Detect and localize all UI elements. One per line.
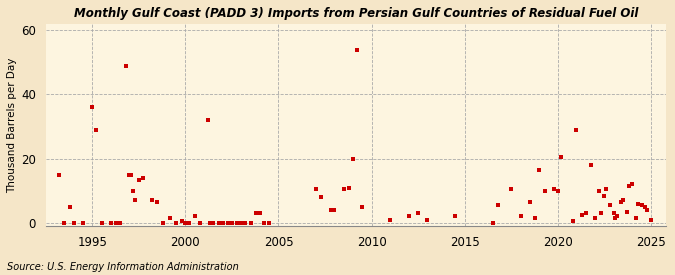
Point bbox=[422, 218, 433, 222]
Point bbox=[385, 218, 396, 222]
Point bbox=[128, 189, 138, 193]
Point bbox=[245, 221, 256, 225]
Point bbox=[329, 208, 340, 212]
Point bbox=[593, 189, 604, 193]
Point bbox=[621, 210, 632, 214]
Point bbox=[111, 221, 122, 225]
Point bbox=[506, 187, 516, 191]
Point bbox=[213, 221, 224, 225]
Point bbox=[608, 211, 619, 215]
Point bbox=[115, 221, 126, 225]
Title: Monthly Gulf Coast (PADD 3) Imports from Persian Gulf Countries of Residual Fuel: Monthly Gulf Coast (PADD 3) Imports from… bbox=[74, 7, 638, 20]
Point bbox=[90, 128, 101, 132]
Point bbox=[412, 211, 423, 215]
Point bbox=[612, 214, 623, 219]
Point bbox=[165, 216, 176, 220]
Point bbox=[515, 214, 526, 219]
Point bbox=[232, 221, 243, 225]
Point bbox=[530, 216, 541, 220]
Point bbox=[137, 176, 148, 180]
Point bbox=[351, 47, 362, 52]
Point bbox=[618, 198, 628, 203]
Point bbox=[556, 155, 567, 159]
Point bbox=[96, 221, 107, 225]
Point bbox=[195, 221, 206, 225]
Point bbox=[534, 168, 545, 172]
Point bbox=[204, 221, 215, 225]
Point bbox=[571, 128, 582, 132]
Point bbox=[627, 182, 638, 186]
Point bbox=[450, 214, 461, 219]
Point bbox=[130, 198, 140, 203]
Point bbox=[120, 64, 131, 68]
Point bbox=[539, 189, 550, 193]
Point bbox=[623, 184, 634, 188]
Point bbox=[586, 163, 597, 167]
Point bbox=[487, 221, 498, 225]
Point bbox=[599, 193, 610, 198]
Point bbox=[180, 221, 191, 225]
Point bbox=[184, 221, 194, 225]
Point bbox=[645, 218, 656, 222]
Point bbox=[176, 219, 187, 224]
Point bbox=[202, 118, 213, 122]
Point bbox=[567, 219, 578, 224]
Point bbox=[589, 216, 600, 220]
Y-axis label: Thousand Barrels per Day: Thousand Barrels per Day bbox=[7, 57, 17, 193]
Point bbox=[610, 216, 621, 220]
Point bbox=[642, 208, 653, 212]
Point bbox=[357, 205, 368, 209]
Point bbox=[580, 211, 591, 215]
Point bbox=[250, 211, 261, 215]
Point bbox=[595, 211, 606, 215]
Point bbox=[87, 105, 98, 109]
Point bbox=[217, 221, 228, 225]
Point bbox=[576, 213, 587, 217]
Point bbox=[552, 189, 563, 193]
Point bbox=[223, 221, 234, 225]
Point bbox=[68, 221, 79, 225]
Point bbox=[189, 214, 200, 219]
Point bbox=[325, 208, 336, 212]
Point bbox=[236, 221, 246, 225]
Point bbox=[152, 200, 163, 204]
Point bbox=[524, 200, 535, 204]
Point bbox=[126, 172, 137, 177]
Point bbox=[404, 214, 414, 219]
Point bbox=[493, 203, 504, 207]
Point bbox=[227, 221, 238, 225]
Point bbox=[549, 187, 560, 191]
Point bbox=[601, 187, 612, 191]
Point bbox=[632, 201, 643, 206]
Point bbox=[616, 200, 626, 204]
Point bbox=[636, 203, 647, 207]
Point bbox=[254, 211, 265, 215]
Point bbox=[338, 187, 349, 191]
Point bbox=[65, 205, 76, 209]
Point bbox=[258, 221, 269, 225]
Point bbox=[344, 185, 354, 190]
Point bbox=[146, 198, 157, 203]
Point bbox=[53, 172, 64, 177]
Point bbox=[59, 221, 70, 225]
Point bbox=[78, 221, 88, 225]
Point bbox=[310, 187, 321, 191]
Point bbox=[105, 221, 116, 225]
Text: Source: U.S. Energy Information Administration: Source: U.S. Energy Information Administ… bbox=[7, 262, 238, 272]
Point bbox=[134, 177, 144, 182]
Point bbox=[208, 221, 219, 225]
Point bbox=[605, 203, 616, 207]
Point bbox=[630, 216, 641, 220]
Point bbox=[348, 156, 358, 161]
Point bbox=[124, 172, 135, 177]
Point bbox=[240, 221, 250, 225]
Point bbox=[316, 195, 327, 199]
Point bbox=[264, 221, 275, 225]
Point bbox=[171, 221, 182, 225]
Point bbox=[640, 205, 651, 209]
Point bbox=[158, 221, 169, 225]
